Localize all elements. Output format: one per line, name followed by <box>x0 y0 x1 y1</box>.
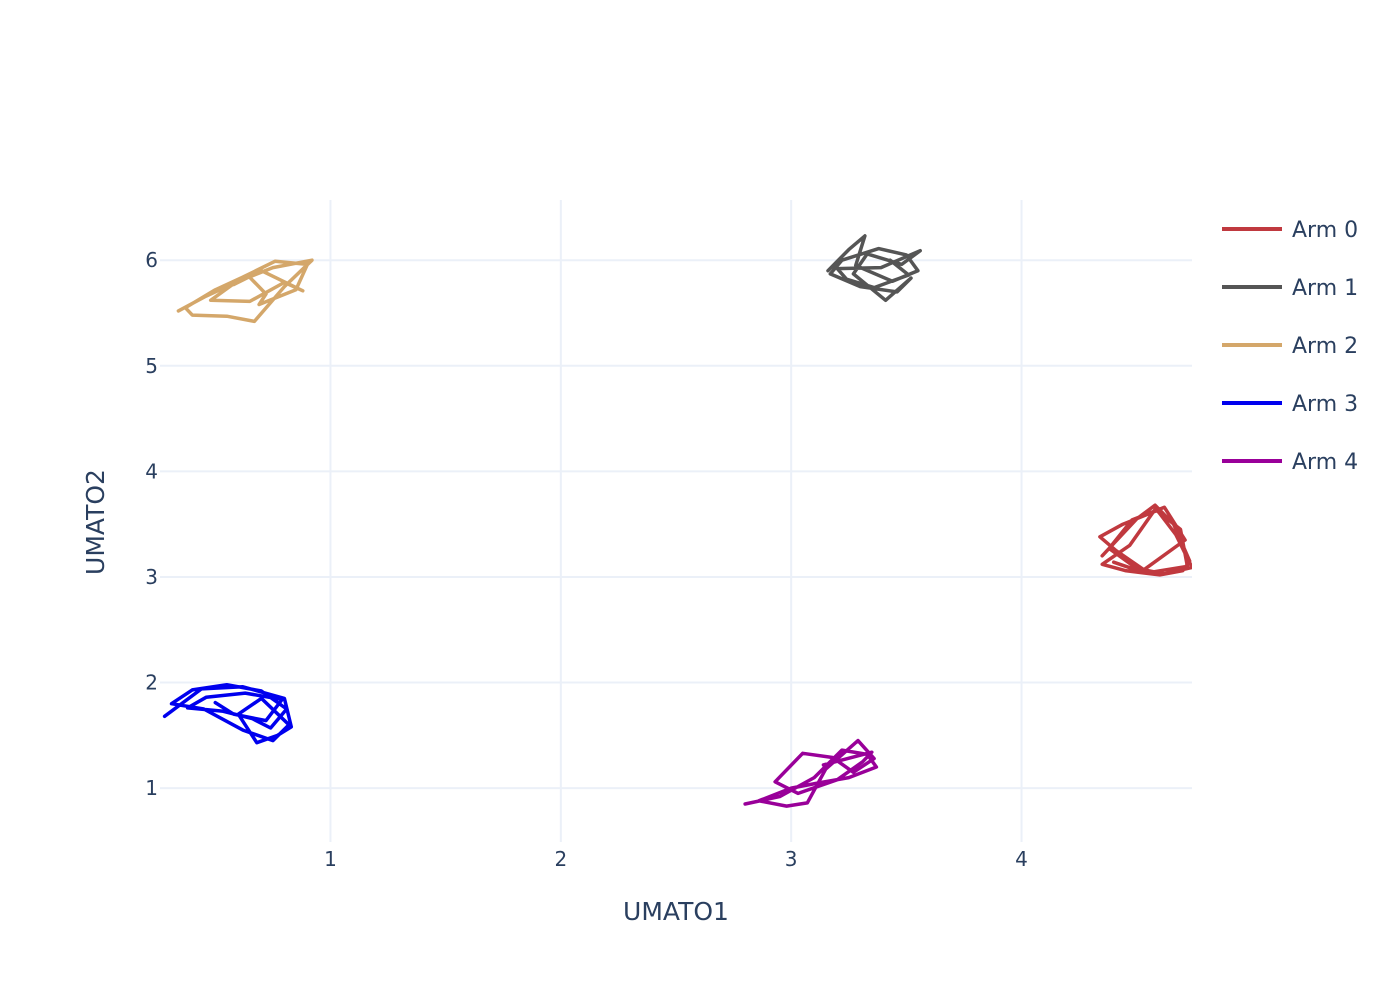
y-tick-label: 4 <box>145 459 158 483</box>
legend-label: Arm 2 <box>1292 334 1358 359</box>
series-line-arm-0 <box>1098 503 1192 577</box>
legend-item-arm-1[interactable]: Arm 1 <box>1222 276 1358 301</box>
legend-item-arm-0[interactable]: Arm 0 <box>1222 218 1358 243</box>
legend-item-arm-2[interactable]: Arm 2 <box>1222 334 1358 359</box>
legend-label: Arm 4 <box>1292 450 1358 475</box>
y-tick-label: 3 <box>145 565 158 589</box>
series-line-arm-4 <box>743 738 879 808</box>
x-tick-label: 3 <box>785 847 798 871</box>
legend-item-arm-4[interactable]: Arm 4 <box>1222 450 1358 475</box>
x-tick-label: 1 <box>324 847 337 871</box>
legend-item-arm-3[interactable]: Arm 3 <box>1222 392 1358 417</box>
legend[interactable]: Arm 0 Arm 1 Arm 2 Arm 3 Arm 4 <box>1222 218 1358 475</box>
grid-lines <box>160 200 1192 842</box>
y-tick-label: 6 <box>145 248 158 272</box>
series-line-arm-3 <box>162 682 294 745</box>
plot-area <box>162 234 1192 808</box>
x-axis-ticks: 1 2 3 4 <box>324 847 1028 871</box>
series-line-arm-2 <box>176 258 314 324</box>
y-axis-ticks: 1 2 3 4 5 6 <box>145 248 158 800</box>
y-tick-label: 1 <box>145 776 158 800</box>
legend-label: Arm 0 <box>1292 218 1358 243</box>
y-axis-title: UMATO2 <box>81 469 110 575</box>
x-axis-title: UMATO1 <box>623 897 729 926</box>
y-tick-label: 2 <box>145 671 158 695</box>
legend-label: Arm 1 <box>1292 276 1358 301</box>
series-line-arm-1 <box>826 234 922 303</box>
x-tick-label: 4 <box>1015 847 1028 871</box>
y-tick-label: 5 <box>145 354 158 378</box>
x-tick-label: 2 <box>554 847 567 871</box>
legend-label: Arm 3 <box>1292 392 1358 417</box>
